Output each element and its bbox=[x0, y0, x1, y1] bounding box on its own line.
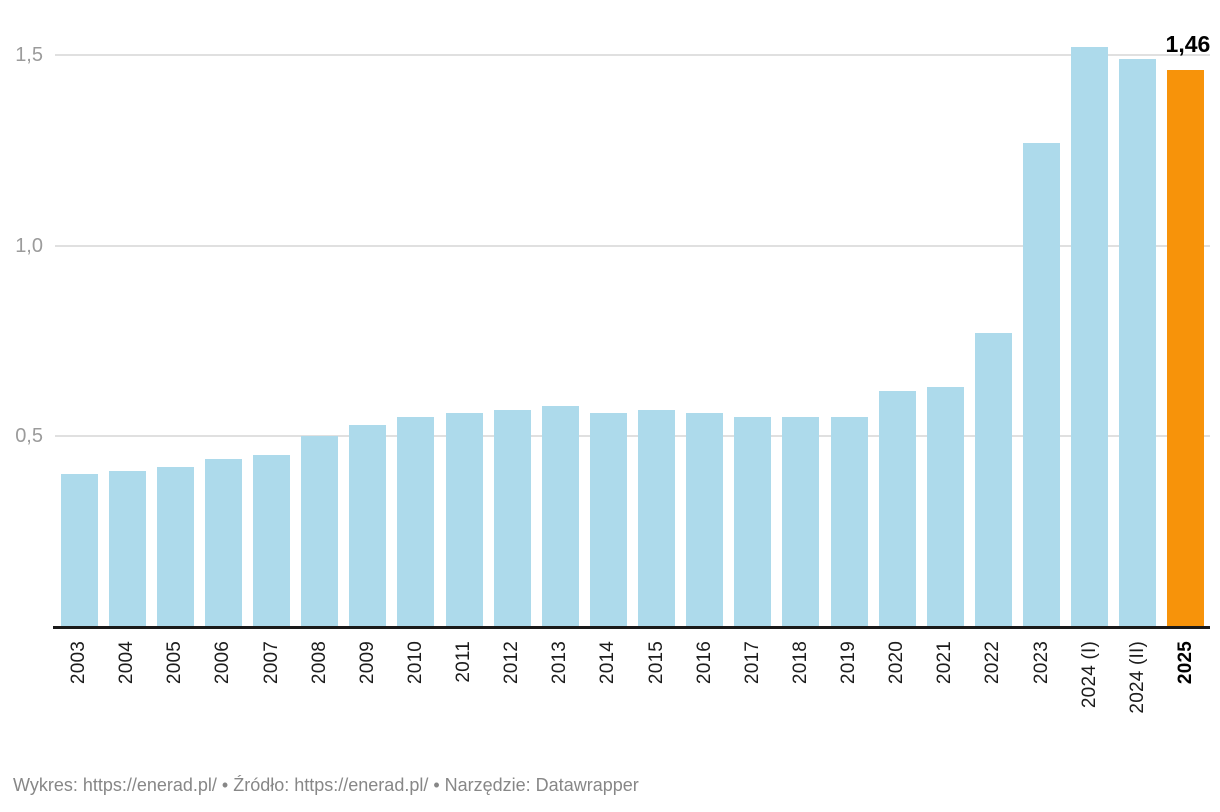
bar-2004 bbox=[108, 470, 146, 627]
bar-2009 bbox=[349, 424, 387, 627]
bar-2012 bbox=[493, 409, 531, 627]
highlight-value-label: 1,46 bbox=[1165, 31, 1211, 58]
y-tick-label: 0,5 bbox=[15, 425, 43, 448]
bar-2021 bbox=[926, 386, 964, 627]
x-axis-label: 2003 bbox=[68, 641, 90, 685]
x-axis-label: 2011 bbox=[453, 641, 475, 683]
x-axis-label: 2023 bbox=[1030, 641, 1052, 685]
x-axis-label: 2019 bbox=[838, 641, 860, 685]
bar-2024-(I) bbox=[1071, 47, 1109, 627]
x-axis-label: 2015 bbox=[645, 641, 667, 685]
x-axis-label: 2014 bbox=[597, 641, 619, 685]
bar-2023 bbox=[1023, 142, 1061, 627]
bar-2010 bbox=[397, 417, 435, 627]
bar-2008 bbox=[301, 436, 339, 627]
chart-footer: Wykres: https://enerad.pl/ • Źródło: htt… bbox=[13, 775, 639, 795]
x-axis-label: 2021 bbox=[934, 641, 956, 685]
x-axis-label: 2013 bbox=[549, 641, 571, 685]
bar-2016 bbox=[686, 413, 724, 627]
x-axis-label: 2017 bbox=[741, 641, 763, 685]
x-axis-label: 2018 bbox=[789, 641, 811, 685]
bar-2003 bbox=[60, 474, 98, 627]
x-axis-label: 2006 bbox=[212, 641, 234, 685]
x-axis-label: 2010 bbox=[404, 641, 426, 685]
bar-2006 bbox=[204, 459, 242, 627]
x-axis-label: 2009 bbox=[356, 641, 378, 685]
x-axis-label: 2008 bbox=[308, 641, 330, 685]
bar-2007 bbox=[253, 455, 291, 627]
x-axis-label: 2022 bbox=[982, 641, 1004, 685]
bar-2018 bbox=[782, 417, 820, 627]
gridline bbox=[55, 244, 1210, 247]
y-tick-label: 1,5 bbox=[15, 44, 43, 67]
bar-2005 bbox=[156, 466, 194, 627]
gridline bbox=[55, 435, 1210, 438]
bar-2015 bbox=[638, 409, 676, 627]
gridline bbox=[55, 54, 1210, 57]
bar-2017 bbox=[734, 417, 772, 627]
bar-2013 bbox=[541, 405, 579, 627]
x-axis-label: 2016 bbox=[693, 641, 715, 685]
x-axis-label: 2020 bbox=[886, 641, 908, 685]
bar-2024-(II) bbox=[1119, 58, 1157, 627]
bar-2025 bbox=[1167, 70, 1205, 627]
y-tick-label: 1,0 bbox=[15, 234, 43, 257]
x-axis-label: 2012 bbox=[501, 641, 523, 685]
bar-2022 bbox=[974, 333, 1012, 627]
x-axis-label: 2005 bbox=[164, 641, 186, 685]
bar-2019 bbox=[830, 417, 868, 627]
bar-2011 bbox=[445, 413, 483, 627]
x-axis-label: 2024 (II) bbox=[1126, 641, 1148, 714]
bar-2014 bbox=[589, 413, 627, 627]
x-axis-label: 2007 bbox=[260, 641, 282, 685]
x-axis-label: 2025 bbox=[1174, 641, 1196, 685]
plot-area: 0,5 1,0 1,5 2003 2004 2005 2006 2007 2008 2009 201… bbox=[15, 44, 1210, 714]
x-axis-label: 2024 (I) bbox=[1078, 641, 1100, 709]
bar-2020 bbox=[878, 390, 916, 627]
x-axis-line bbox=[53, 625, 1210, 629]
x-axis-label: 2004 bbox=[116, 641, 138, 685]
